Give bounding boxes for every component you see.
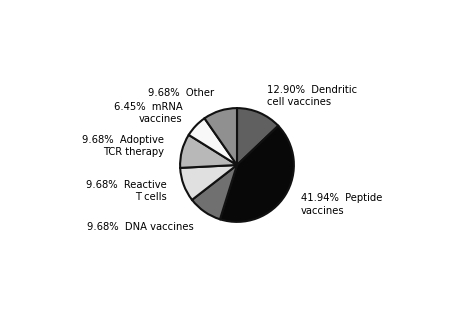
- Wedge shape: [220, 126, 294, 222]
- Text: 12.90%  Dendritic
cell vaccines: 12.90% Dendritic cell vaccines: [266, 85, 357, 107]
- Text: 6.45%  mRNA
vaccines: 6.45% mRNA vaccines: [114, 102, 182, 124]
- Text: 41.94%  Peptide
vaccines: 41.94% Peptide vaccines: [301, 193, 382, 216]
- Text: 9.68%  Reactive
T cells: 9.68% Reactive T cells: [86, 180, 166, 202]
- Text: 9.68%  Adoptive
TCR therapy: 9.68% Adoptive TCR therapy: [82, 135, 164, 157]
- Wedge shape: [237, 108, 278, 165]
- Text: 9.68%  DNA vaccines: 9.68% DNA vaccines: [87, 222, 194, 232]
- Wedge shape: [204, 108, 237, 165]
- Wedge shape: [180, 135, 237, 168]
- Wedge shape: [192, 165, 237, 219]
- Wedge shape: [189, 118, 237, 165]
- Text: 9.68%  Other: 9.68% Other: [148, 88, 215, 98]
- Wedge shape: [180, 165, 237, 200]
